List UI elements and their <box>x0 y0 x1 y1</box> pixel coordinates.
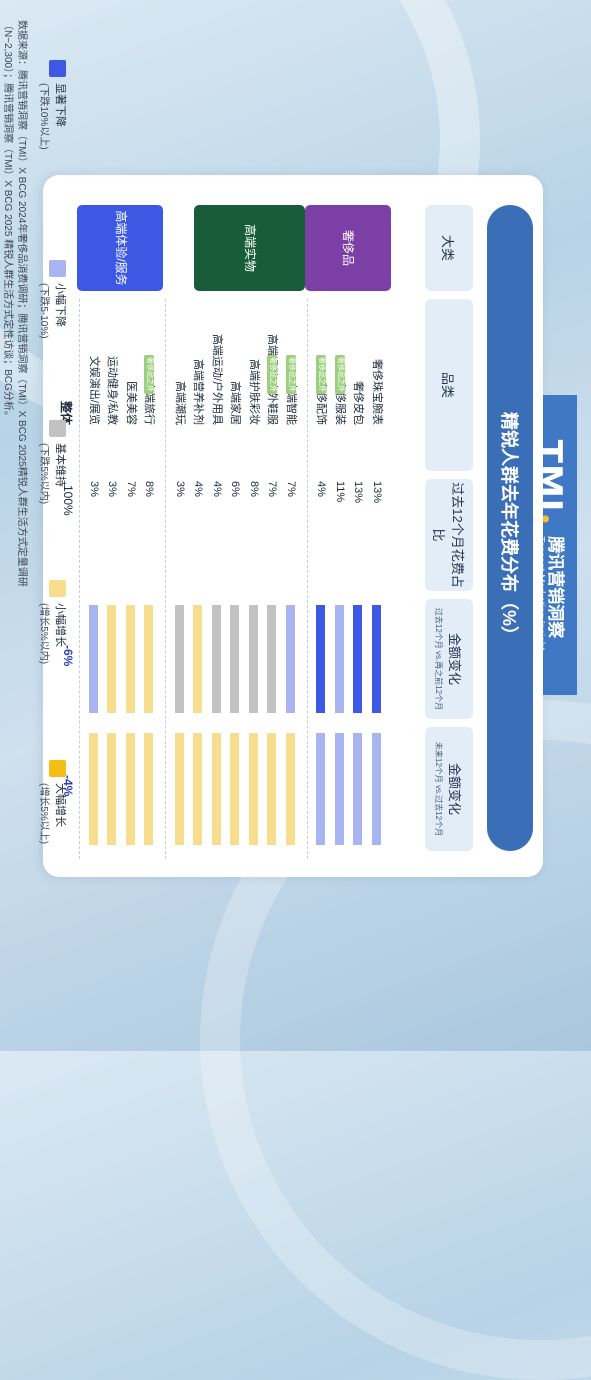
legend-item: 小幅下降 (下跌5-10%) <box>38 260 66 339</box>
row-share: 3% <box>106 481 119 497</box>
row-badge: 奢侈品之外 <box>335 355 345 394</box>
row-share: 11% <box>334 481 346 503</box>
row-item: 高端家居 <box>229 381 242 425</box>
legend-sub: (下跌10%以上) <box>38 83 49 150</box>
row-share: 4% <box>211 481 223 497</box>
row-share: 7% <box>266 481 279 497</box>
change-future-bar <box>89 733 98 845</box>
row-share: 4% <box>192 481 205 497</box>
legend-item: 小幅增长 (增长5%以内) <box>38 580 66 664</box>
change-future-bar <box>193 733 203 845</box>
legend-sub: (下跌5%以内) <box>38 443 49 505</box>
row-badge: 奢侈品之外 <box>286 355 296 394</box>
group-separator <box>165 299 167 859</box>
legend-label: 基本维持 <box>54 443 66 487</box>
row-item: 运动健身/私教 <box>106 355 119 425</box>
row-share: 7% <box>285 481 297 497</box>
rotated-page: TMI• 腾讯营销洞察 Tencent Marketing Insight 精锐… <box>2 20 577 877</box>
category-0: 奢侈品 <box>305 205 391 291</box>
chart-card: 精锐人群去年花费分布（%） 大类 品类 过去12个月花费占比 金额变化 过去12个… <box>43 175 543 877</box>
change-future-bar <box>144 733 154 845</box>
row-badge: 奢侈品之外 <box>267 355 278 394</box>
change-past-bar <box>212 605 221 713</box>
category-2: 高端体验/服务 <box>77 205 164 291</box>
header-change-future: 金额变化 未来12个月 vs.过去12个月 <box>425 727 473 851</box>
change-past-bar <box>316 605 326 713</box>
change-future-bar <box>267 733 277 845</box>
change-future-bar <box>335 733 344 845</box>
change-future-bar <box>372 733 381 845</box>
group-separator <box>79 299 81 859</box>
row-item: 高端潮玩 <box>174 381 186 425</box>
change-past-bar <box>126 605 135 713</box>
row-share: 4% <box>315 481 328 497</box>
source-note: 数据来源：腾讯营销洞察（TMI）X BCG 2024年奢侈品消费调研；腾讯营销洞… <box>16 20 27 587</box>
legend-item: 基本维持 (下跌5%以内) <box>38 420 66 504</box>
change-past-bar <box>286 605 295 713</box>
row-share: 8% <box>143 481 156 497</box>
row-item: 奢侈皮包 <box>352 381 365 425</box>
change-past-bar <box>175 605 184 713</box>
row-share: 7% <box>125 481 137 497</box>
change-past-bar <box>193 605 203 713</box>
row-item: 文娱演出/展览 <box>88 355 100 425</box>
row-share: 3% <box>174 481 186 497</box>
change-past-bar <box>249 605 258 713</box>
header-category: 大类 <box>425 205 473 291</box>
legend-swatch <box>49 420 66 437</box>
change-future-bar <box>353 733 363 845</box>
group-separator <box>307 299 308 859</box>
change-past-bar <box>353 605 363 713</box>
change-future-bar <box>316 733 326 845</box>
row-share: 13% <box>352 481 365 504</box>
chart-title: 精锐人群去年花费分布（%） <box>487 205 533 851</box>
row-item: 奢侈珠宝腕表 <box>371 359 383 425</box>
row-share: 6% <box>229 481 242 497</box>
header-item: 品类 <box>425 299 473 471</box>
change-past-bar <box>267 605 277 713</box>
row-item: 高端护肤彩妆 <box>248 359 260 425</box>
legend-item: 显著下降 (下跌10%以上) <box>38 60 66 150</box>
change-future-bar <box>175 733 184 845</box>
legend-label: 显著下降 <box>54 83 66 127</box>
legend-swatch <box>49 580 66 597</box>
change-past-bar <box>372 605 381 713</box>
change-future-bar <box>126 733 135 845</box>
legend-item: 大幅增长 (增长5%以上) <box>38 760 66 844</box>
legend-sub: (增长5%以内) <box>38 603 49 665</box>
change-past-bar <box>230 605 240 713</box>
change-past-bar <box>144 605 154 713</box>
legend-swatch <box>49 60 66 77</box>
legend-sub: (增长5%以上) <box>38 783 49 845</box>
legend-swatch <box>49 260 66 277</box>
row-share: 3% <box>88 481 100 497</box>
change-future-bar <box>107 733 117 845</box>
brand-name: 腾讯营销洞察 <box>546 536 565 639</box>
sample-note: （N~2,300）；腾讯营销洞察（TMI）X BCG 2025 精锐人群生活方式… <box>2 20 13 421</box>
header-share: 过去12个月花费占比 <box>425 479 473 591</box>
change-past-bar <box>89 605 98 713</box>
change-future-bar <box>286 733 295 845</box>
change-past-bar <box>107 605 117 713</box>
legend-swatch <box>49 760 66 777</box>
row-item: 高端运动/户外用具 <box>211 333 223 425</box>
change-future-bar <box>230 733 240 845</box>
legend-label: 大幅增长 <box>54 783 66 827</box>
legend-label: 小幅增长 <box>54 603 66 647</box>
legend-sub: (下跌5-10%) <box>38 283 49 339</box>
change-future-bar <box>249 733 258 845</box>
header-change-past: 金额变化 过去12个月 vs.再之前12个月 <box>425 599 473 719</box>
row-share: 8% <box>248 481 260 497</box>
change-past-bar <box>335 605 344 713</box>
legend-label: 小幅下降 <box>54 283 66 327</box>
row-item: 医美美容 <box>125 381 137 425</box>
row-badge: 奢侈品之外 <box>144 355 155 394</box>
row-item: 高端营养补剂 <box>192 359 205 425</box>
row-badge: 奢侈品之外 <box>316 355 327 394</box>
category-1: 高端实物 <box>194 205 305 291</box>
row-share: 13% <box>371 481 383 504</box>
change-future-bar <box>212 733 221 845</box>
